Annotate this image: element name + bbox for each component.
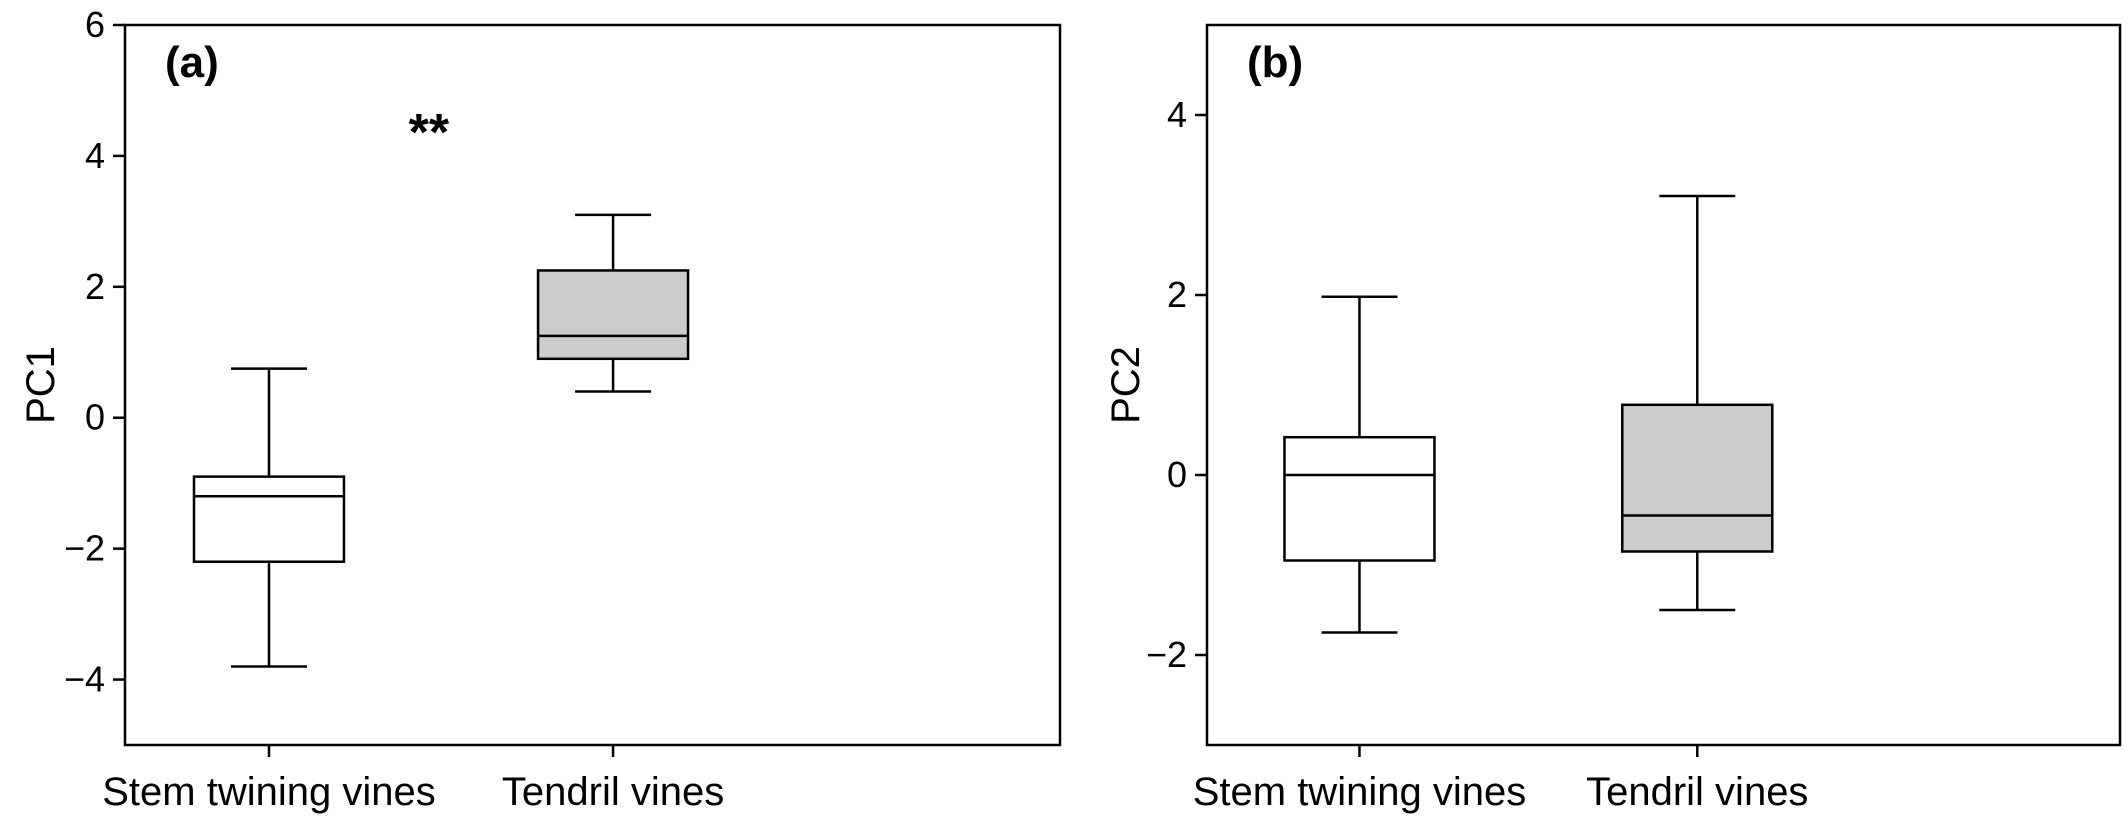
y-tick-label: 0 [1167,454,1187,495]
y-tick-label: 0 [85,397,105,438]
y-tick-label: −2 [64,528,105,569]
y-tick-label: 2 [85,266,105,307]
panel-b-x-axis: Stem twining vines Tendril vines [1193,745,1808,814]
panel-a-label: (a) [165,38,219,87]
x-category-label: Stem twining vines [102,770,435,814]
y-tick-label: 2 [1167,274,1187,315]
iqr-box [1283,435,1436,562]
y-tick-label: 4 [85,135,105,176]
panel-a-x-axis: Stem twining vines Tendril vines [102,745,724,814]
panel-a-y-axis: −4 −2 0 2 4 6 [64,4,125,700]
box-tendril [536,213,690,393]
y-tick-label: 4 [1167,94,1187,135]
box-stem-twining [1283,295,1436,634]
significance-annotation: ** [409,104,450,162]
iqr-box [1621,403,1774,553]
panel-b-y-axis-title: PC2 [1104,346,1148,424]
y-tick-label: −2 [1146,634,1187,675]
panel-b-boxes [1283,194,1774,634]
panel-a: −4 −2 0 2 4 6 Stem twining vines Tendril vines… [19,4,1062,814]
iqr-box [192,475,346,563]
panel-a-y-axis-title: PC1 [19,346,63,424]
iqr-box [536,269,690,361]
box-tendril [1621,194,1774,612]
y-tick-label: 6 [85,4,105,45]
x-category-label: Stem twining vines [1193,770,1526,814]
panel-b-y-axis: −2 0 2 4 [1146,94,1207,675]
panel-a-boxes [192,213,690,668]
panel-b-frame [1205,23,2122,747]
x-category-label: Tendril vines [1586,770,1808,814]
panel-b-label: (b) [1247,38,1303,87]
box-stem-twining [192,367,346,668]
x-category-label: Tendril vines [502,770,724,814]
y-tick-label: −4 [64,659,105,700]
panel-b: −2 0 2 4 Stem twining vines Tendril vines PC… [1104,23,2122,814]
panel-a-frame [123,23,1062,747]
